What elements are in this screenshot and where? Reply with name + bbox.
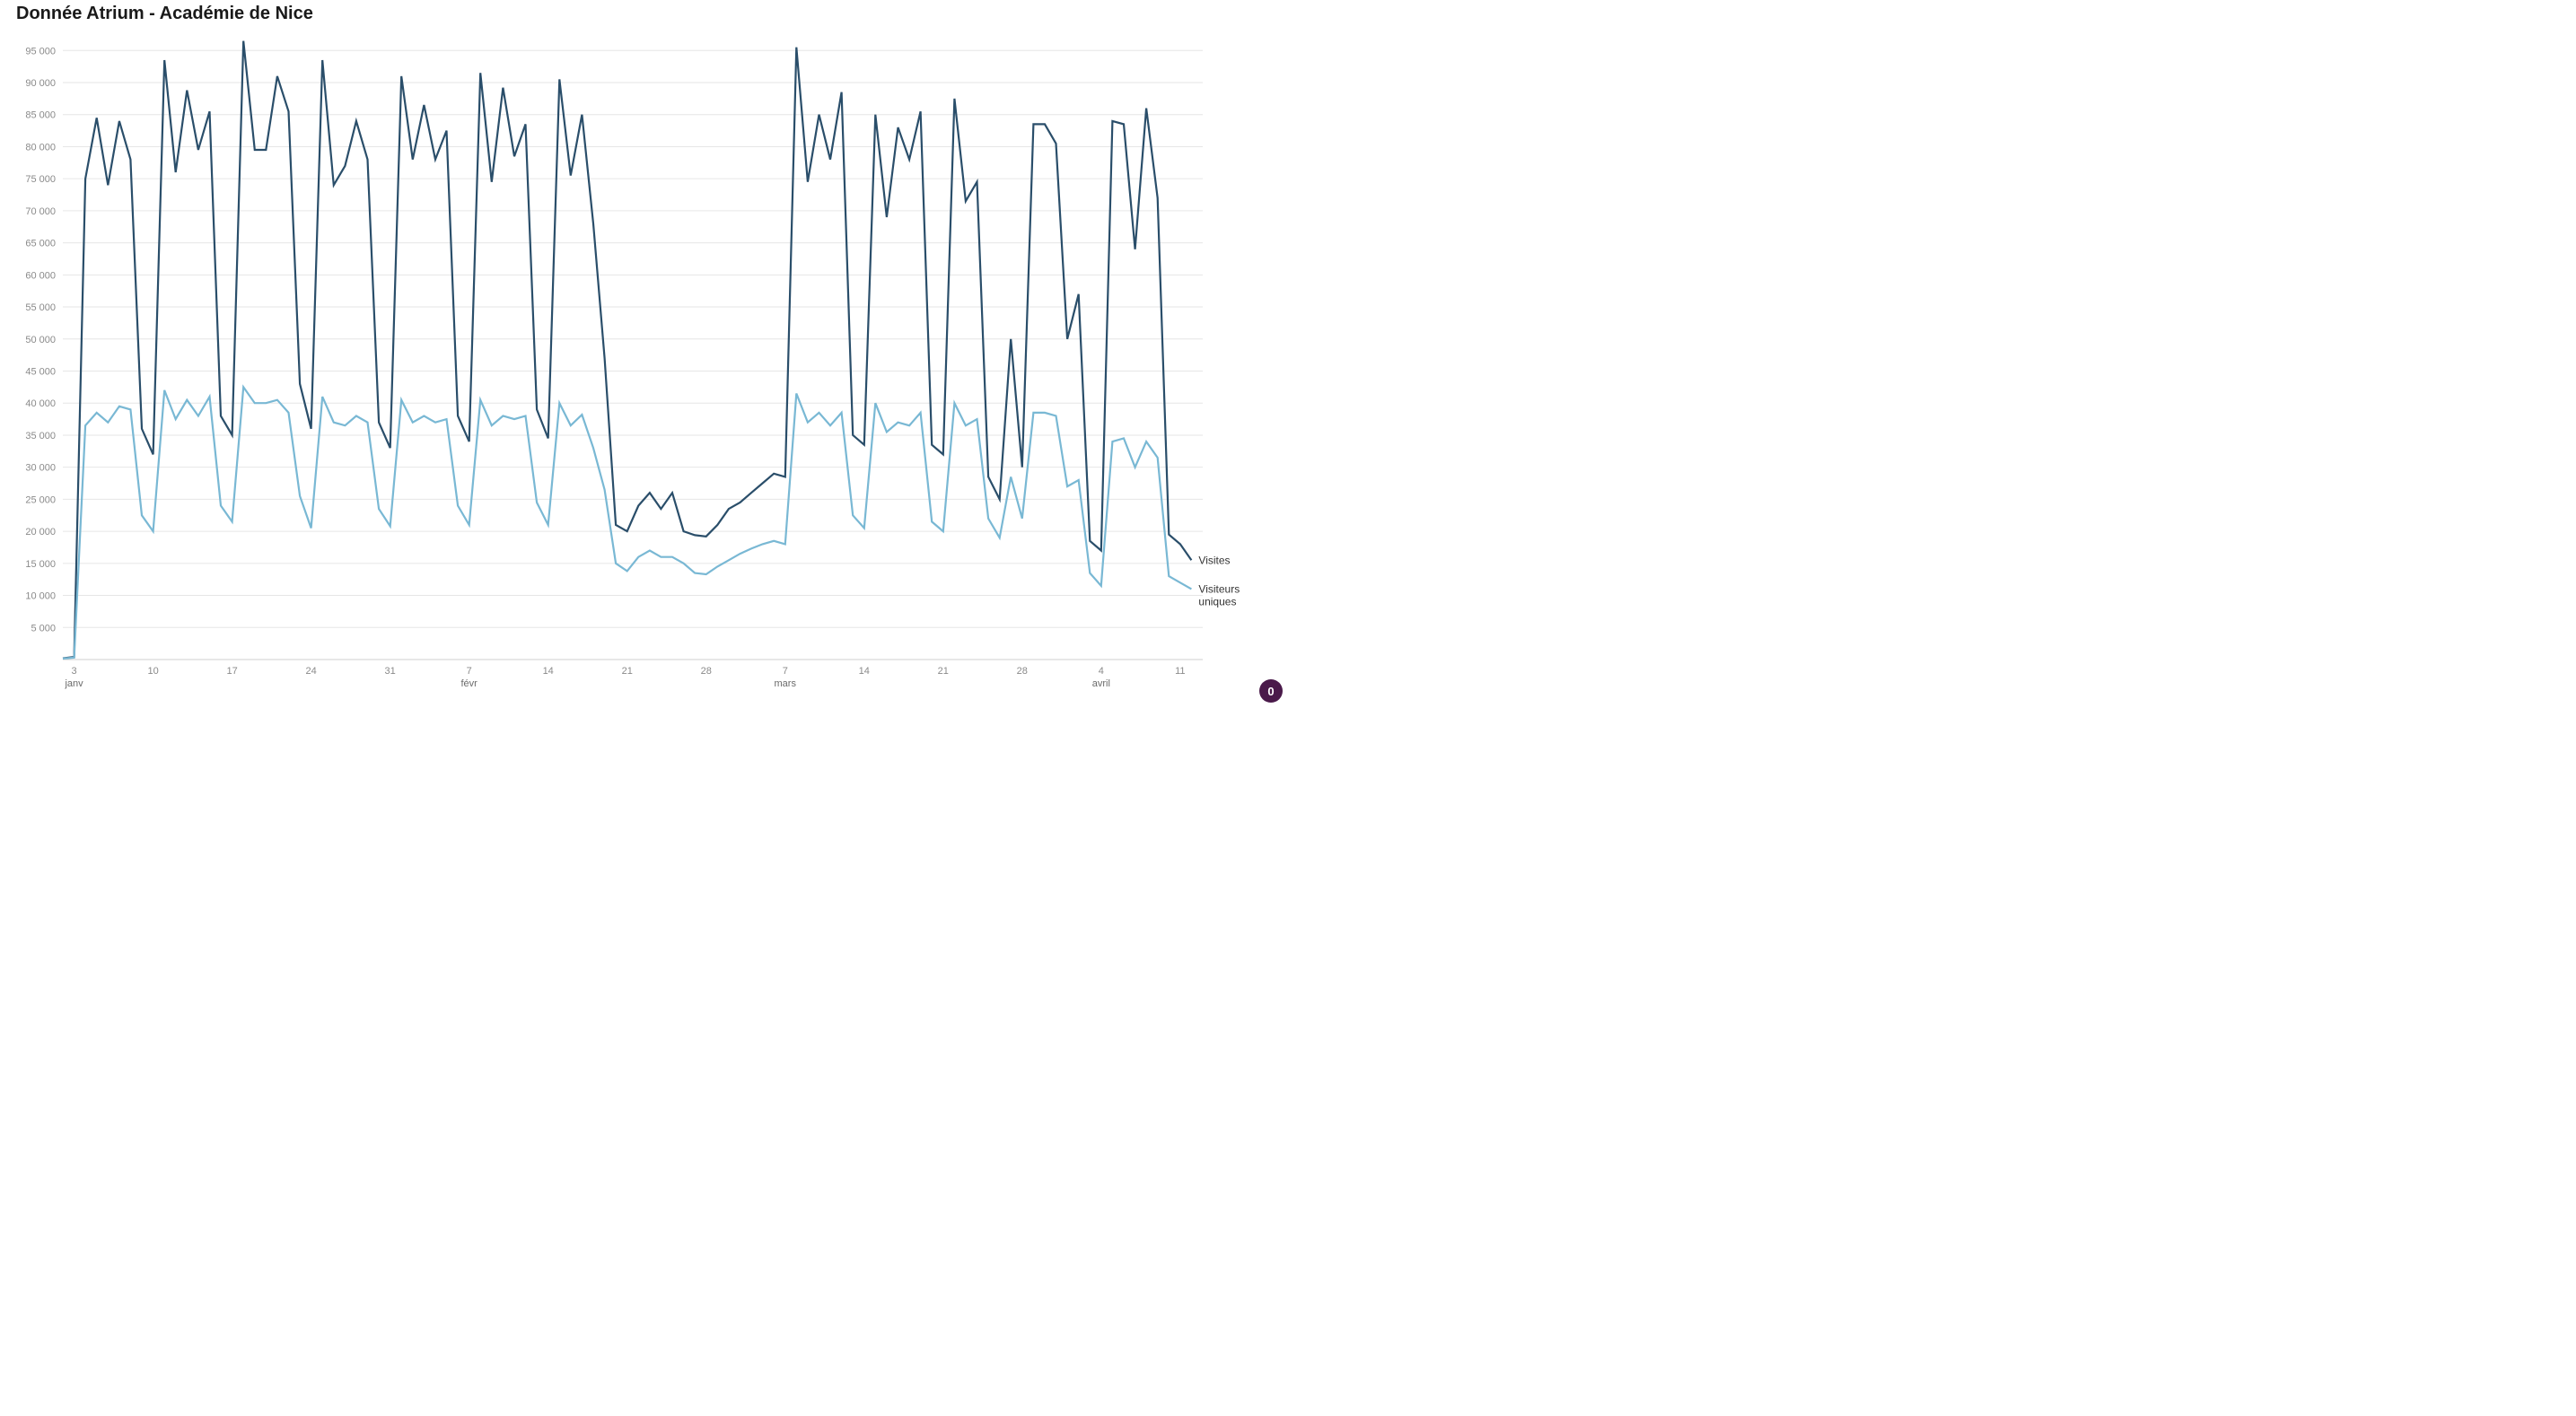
svg-text:85 000: 85 000 [25, 110, 56, 121]
svg-text:40 000: 40 000 [25, 398, 56, 409]
svg-text:80 000: 80 000 [25, 142, 56, 153]
svg-text:7: 7 [467, 666, 472, 677]
svg-text:10: 10 [147, 666, 158, 677]
svg-text:11: 11 [1175, 666, 1185, 677]
svg-text:90 000: 90 000 [25, 78, 56, 89]
notification-badge-count: 0 [1267, 685, 1274, 698]
svg-text:21: 21 [622, 666, 633, 677]
svg-text:24: 24 [306, 666, 317, 677]
line-chart: 5 000 10 000 15 000 20 000 25 000 30 000 35 00… [0, 29, 1288, 708]
legend-label: uniques [1198, 595, 1236, 607]
svg-text:55 000: 55 000 [25, 302, 56, 313]
svg-text:7: 7 [783, 666, 788, 677]
svg-text:35 000: 35 000 [25, 431, 56, 441]
svg-text:31: 31 [385, 666, 396, 677]
svg-text:28: 28 [701, 666, 712, 677]
svg-text:févr: févr [461, 678, 478, 689]
svg-text:mars: mars [775, 678, 797, 689]
svg-text:14: 14 [859, 666, 870, 677]
svg-text:3: 3 [72, 666, 77, 677]
chart-title: Donnée Atrium - Académie de Nice [16, 4, 313, 24]
svg-text:28: 28 [1017, 666, 1028, 677]
svg-text:65 000: 65 000 [25, 239, 56, 249]
svg-text:60 000: 60 000 [25, 270, 56, 281]
svg-text:14: 14 [543, 666, 554, 677]
svg-text:4: 4 [1099, 666, 1104, 677]
svg-text:45 000: 45 000 [25, 367, 56, 378]
svg-text:75 000: 75 000 [25, 174, 56, 185]
svg-text:50 000: 50 000 [25, 335, 56, 345]
svg-text:15 000: 15 000 [25, 559, 56, 570]
svg-text:95 000: 95 000 [25, 46, 56, 57]
legend-label: Visites [1198, 554, 1230, 566]
svg-text:30 000: 30 000 [25, 463, 56, 474]
svg-text:5 000: 5 000 [31, 623, 56, 634]
svg-text:21: 21 [938, 666, 949, 677]
page: Donnée Atrium - Académie de Nice 5 000 10… [0, 0, 1288, 708]
svg-text:70 000: 70 000 [25, 206, 56, 217]
svg-text:10 000: 10 000 [25, 591, 56, 602]
chart-container: 5 000 10 000 15 000 20 000 25 000 30 000 35 00… [0, 29, 1288, 708]
svg-text:avril: avril [1092, 678, 1110, 689]
svg-text:20 000: 20 000 [25, 527, 56, 538]
legend-label: Visiteurs [1198, 582, 1240, 595]
svg-text:janv: janv [64, 678, 83, 689]
svg-text:17: 17 [226, 666, 237, 677]
svg-text:25 000: 25 000 [25, 494, 56, 505]
